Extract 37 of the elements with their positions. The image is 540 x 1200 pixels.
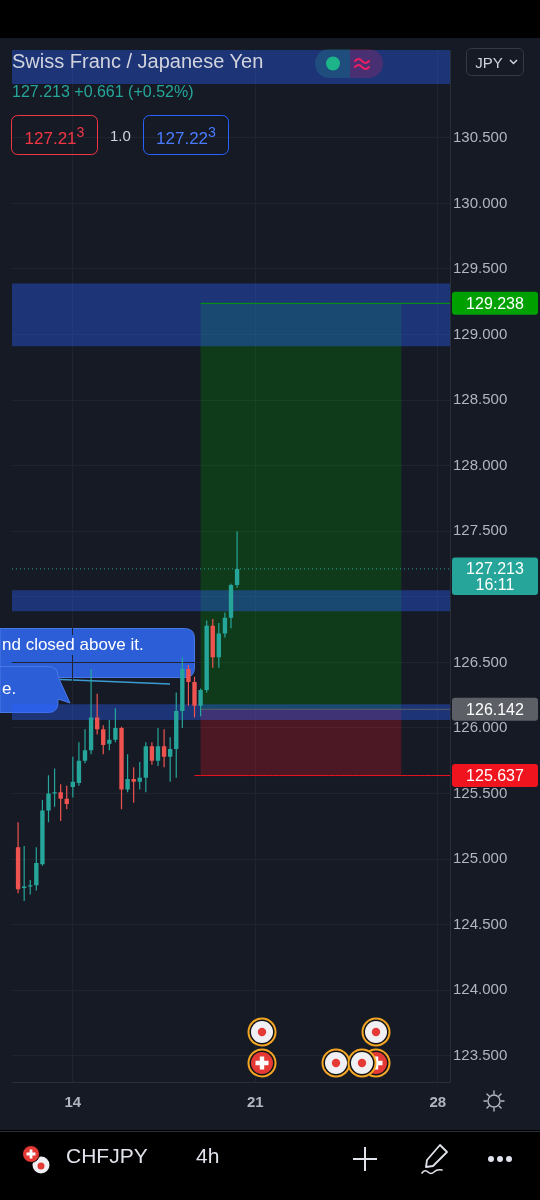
text: 127.213 +0.661 (+0.52%) xyxy=(12,83,194,101)
candlestick xyxy=(82,729,88,764)
y-tick-label: 126.000 xyxy=(452,718,508,736)
data-label: 125.637 xyxy=(466,766,525,784)
chart-title: Swiss Franc / Japanese Yen xyxy=(12,50,264,73)
x-tick-label: 14 xyxy=(64,1093,82,1111)
text: CHFJPY xyxy=(66,1144,148,1167)
y-tick-label: 125.500 xyxy=(452,783,508,801)
y-tick-label: 123.500 xyxy=(452,1045,508,1063)
y-tick-label: 128.000 xyxy=(452,455,508,473)
data-label: 129.238 xyxy=(466,294,525,312)
y-tick-label: 125.000 xyxy=(452,849,508,867)
y-tick-label: 130.500 xyxy=(452,128,508,145)
candlestick xyxy=(161,729,167,768)
annotation: 127.22$^{3}$ xyxy=(156,123,216,149)
annotation: e. xyxy=(2,679,17,699)
ref-line-label: 127.213 xyxy=(466,560,525,578)
x-tick-label: 21 xyxy=(246,1093,264,1111)
candlestick xyxy=(52,768,57,807)
annotation: nd closed above it. xyxy=(2,635,144,655)
y-tick-label: 126.500 xyxy=(452,652,508,670)
y-tick-label: 129.000 xyxy=(452,324,508,342)
y-axis-title: JPY xyxy=(475,53,503,71)
candlestick xyxy=(155,727,161,766)
y-tick-label: 124.500 xyxy=(452,914,508,932)
y-tick-label: 128.500 xyxy=(452,390,508,408)
x-tick-label: 28 xyxy=(429,1093,447,1111)
text: 16:11 xyxy=(475,575,515,594)
y-tick-label: 130.000 xyxy=(452,193,508,211)
y-tick-label: 127.500 xyxy=(452,521,508,539)
y-tick-label: 124.000 xyxy=(452,980,508,998)
text: 4h xyxy=(196,1144,220,1167)
annotation: 127.21$^{3}$ xyxy=(24,123,85,149)
data-label: 126.142 xyxy=(466,700,525,718)
candlestick xyxy=(88,668,94,755)
annotation: 1.0 xyxy=(110,126,131,146)
y-tick-label: 129.500 xyxy=(452,259,508,277)
